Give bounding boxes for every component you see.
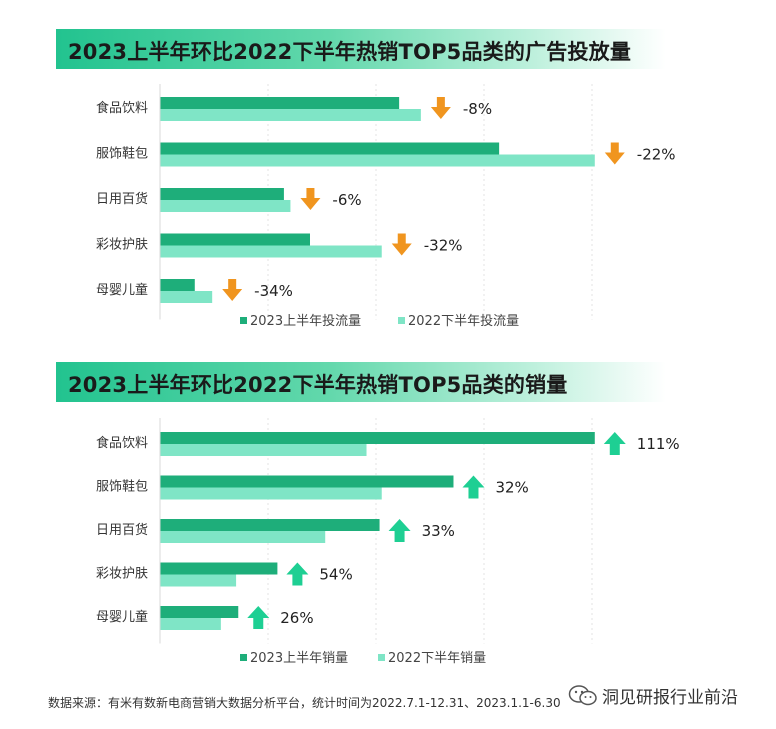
bar-previous [160, 200, 291, 212]
category-label: 服饰鞋包 [96, 479, 148, 495]
change-label: -6% [332, 191, 361, 209]
bar-current [160, 279, 195, 291]
category-label: 母婴儿童 [96, 282, 148, 298]
up-arrow-icon [286, 562, 309, 586]
ad-volume-chart: 食品饮料 -8% 服饰鞋包 -22% 日用百货 -6% 彩妆护肤 -32% 母婴儿童 -34% 20… [96, 84, 676, 329]
legend-swatch [398, 317, 405, 324]
down-arrow-icon [300, 188, 321, 210]
sales-volume-chart: 食品饮料 111% 服饰鞋包 32% 日用百货 33% 彩妆护肤 54% 母婴儿童 26% 2023… [96, 418, 680, 666]
category-label: 彩妆护肤 [96, 567, 148, 582]
watermark: 洞见研报行业前沿 [568, 683, 738, 708]
down-arrow-icon [430, 97, 451, 119]
up-arrow-icon [388, 519, 411, 542]
up-arrow-icon [247, 606, 270, 629]
bar-current [160, 519, 380, 531]
legend-swatch [240, 654, 247, 661]
legend-label: 2022下半年投流量 [408, 313, 519, 329]
category-label: 母婴儿童 [96, 609, 148, 625]
bar-previous [160, 291, 213, 303]
category-label: 彩妆护肤 [96, 238, 148, 253]
category-label: 食品饮料 [96, 435, 148, 451]
category-label: 服饰鞋包 [96, 146, 148, 162]
chart2-title-banner: 2023上半年环比2022下半年热销TOP5品类的销量 [56, 362, 666, 402]
change-label: 54% [319, 566, 352, 584]
bar-previous [160, 154, 595, 167]
bar-current [160, 97, 400, 109]
change-label: 33% [422, 522, 455, 540]
bar-current [160, 188, 284, 200]
chart1-title: 2023上半年环比2022下半年热销TOP5品类的广告投放量 [68, 40, 632, 64]
legend-label: 2023上半年销量 [250, 651, 348, 666]
data-source-note: 数据来源：有米有数新电商营销大数据分析平台，统计时间为2022.7.1-12.3… [48, 696, 561, 710]
down-arrow-icon [222, 279, 243, 301]
down-arrow-icon [391, 233, 412, 256]
bar-previous [160, 574, 237, 587]
bar-current [160, 432, 595, 444]
category-label: 日用百货 [96, 522, 148, 538]
change-label: 32% [495, 479, 528, 497]
change-label: -34% [254, 282, 293, 300]
legend-swatch [378, 654, 385, 661]
watermark-text: 洞见研报行业前沿 [602, 688, 738, 708]
bar-current [160, 606, 239, 618]
bar-current [160, 562, 278, 575]
legend-label: 2022下半年销量 [388, 651, 486, 666]
chart2-title: 2023上半年环比2022下半年热销TOP5品类的销量 [68, 373, 568, 397]
bar-previous [160, 531, 326, 543]
up-arrow-icon [462, 475, 485, 499]
change-label: 111% [637, 435, 680, 453]
category-label: 食品饮料 [96, 100, 148, 116]
chart1-title-banner: 2023上半年环比2022下半年热销TOP5品类的广告投放量 [56, 29, 666, 69]
change-label: -32% [424, 237, 463, 255]
bar-previous [160, 487, 382, 500]
wechat-icon [568, 684, 597, 705]
change-label: -8% [463, 100, 492, 118]
bar-previous [160, 245, 382, 258]
change-label: -22% [637, 146, 676, 164]
down-arrow-icon [604, 142, 625, 165]
bar-current [160, 142, 500, 155]
legend-label: 2023上半年投流量 [250, 313, 361, 329]
category-label: 日用百货 [96, 191, 148, 207]
bar-previous [160, 444, 367, 456]
bar-previous [160, 618, 221, 630]
legend-swatch [240, 317, 247, 324]
bar-current [160, 233, 310, 246]
up-arrow-icon [603, 432, 626, 455]
change-label: 26% [280, 609, 313, 627]
bar-current [160, 475, 454, 488]
bar-previous [160, 109, 421, 121]
